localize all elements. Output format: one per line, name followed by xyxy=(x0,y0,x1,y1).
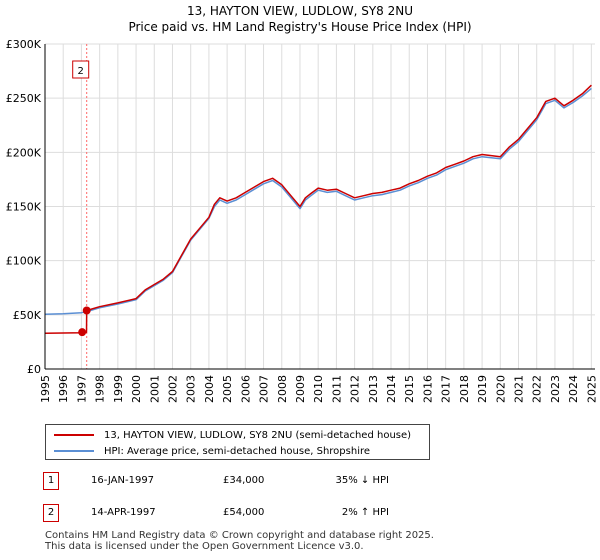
series-line-hpi xyxy=(44,87,592,316)
x-tick-label: 2015 xyxy=(403,375,416,403)
x-tick-label: 2016 xyxy=(421,375,434,403)
legend-item-price: 13, HAYTON VIEW, LUDLOW, SY8 2NU (semi-d… xyxy=(54,427,411,443)
x-tick-label: 1997 xyxy=(75,375,88,403)
series-line-price xyxy=(44,84,592,335)
x-tick-label: 2005 xyxy=(221,375,234,403)
y-tick-label: £150K xyxy=(6,201,42,214)
x-tick-label: 2008 xyxy=(276,375,289,403)
x-tick-label: 2013 xyxy=(367,375,380,403)
x-tick-label: 2020 xyxy=(494,375,507,403)
x-tick-label: 2022 xyxy=(531,375,544,403)
legend-swatch-price xyxy=(54,434,94,436)
x-tick-label: 1996 xyxy=(57,375,70,403)
x-tick-label: 2007 xyxy=(258,375,271,403)
x-tick-label: 2011 xyxy=(330,375,343,403)
x-tick-label: 2010 xyxy=(312,375,325,403)
x-tick-label: 2006 xyxy=(239,375,252,403)
x-tick-label: 2025 xyxy=(585,375,598,403)
legend-label-price: 13, HAYTON VIEW, LUDLOW, SY8 2NU (semi-d… xyxy=(104,429,412,441)
x-tick-label: 2000 xyxy=(130,375,143,403)
legend-swatch-hpi xyxy=(54,450,94,452)
sale-label-box-2 xyxy=(72,60,90,79)
footer: Contains HM Land Registry data © Crown c… xyxy=(45,530,434,552)
legend-item-hpi: HPI: Average price, semi-detached house,… xyxy=(54,443,370,459)
y-tick-label: £300K xyxy=(6,38,42,51)
legend: 13, HAYTON VIEW, LUDLOW, SY8 2NU (semi-d… xyxy=(45,424,430,460)
x-tick-label: 2009 xyxy=(294,375,307,403)
sale-point-2 xyxy=(82,306,91,315)
y-tick-label: £250K xyxy=(6,92,42,105)
sale-badge-1: 1 xyxy=(43,472,59,490)
x-tick-label: 2017 xyxy=(440,375,453,403)
sale-badge-2: 2 xyxy=(43,504,59,522)
y-tick-label: £0 xyxy=(27,363,41,376)
x-tick-label: 2001 xyxy=(148,375,161,403)
x-tick-label: 1998 xyxy=(94,375,107,403)
y-tick-label: £100K xyxy=(6,255,42,268)
x-tick-label: 2023 xyxy=(549,375,562,403)
sale-label-2: 2 xyxy=(78,66,84,77)
legend-label-hpi: HPI: Average price, semi-detached house,… xyxy=(104,445,371,457)
x-tick-label: 2014 xyxy=(385,375,398,403)
footer-licence: This data is licensed under the Open Gov… xyxy=(45,541,364,552)
y-tick-label: £200K xyxy=(6,146,42,159)
sale-point-1 xyxy=(78,328,87,337)
chart-subtitle: Price paid vs. HM Land Registry's House … xyxy=(128,20,472,34)
chart-title: 13, HAYTON VIEW, LUDLOW, SY8 2NU xyxy=(186,4,414,18)
x-tick-label: 2021 xyxy=(513,375,526,403)
sale-hpi-1: 35% ↓ HPI xyxy=(335,475,389,486)
x-tick-label: 1999 xyxy=(112,375,125,403)
x-tick-label: 2019 xyxy=(476,375,489,403)
x-tick-label: 2018 xyxy=(458,375,471,403)
y-tick-label: £50K xyxy=(13,309,42,322)
x-tick-label: 2024 xyxy=(567,375,580,403)
x-tick-label: 2004 xyxy=(203,375,216,403)
sale-row-1: 1 16-JAN-1997 £34,000 35% ↓ HPI xyxy=(43,472,403,492)
x-tick-label: 2012 xyxy=(349,375,362,403)
sale-hpi-2: 2% ↑ HPI xyxy=(341,507,389,518)
sale-row-2: 2 14-APR-1997 £54,000 2% ↑ HPI xyxy=(43,504,403,524)
footer-copyright: Contains HM Land Registry data © Crown c… xyxy=(45,530,434,541)
sale-date-1: 16-JAN-1997 xyxy=(91,475,155,486)
x-tick-label: 1995 xyxy=(39,375,52,403)
x-tick-label: 2002 xyxy=(166,375,179,403)
sale-price-1: £34,000 xyxy=(223,475,265,486)
chart-plot: 1995 1996 1997 1998 1999 2000 2001 2002 2003 2004… xyxy=(6,38,599,403)
x-tick-label: 2003 xyxy=(185,375,198,403)
sale-price-2: £54,000 xyxy=(223,507,265,518)
sale-date-2: 14-APR-1997 xyxy=(91,507,156,518)
